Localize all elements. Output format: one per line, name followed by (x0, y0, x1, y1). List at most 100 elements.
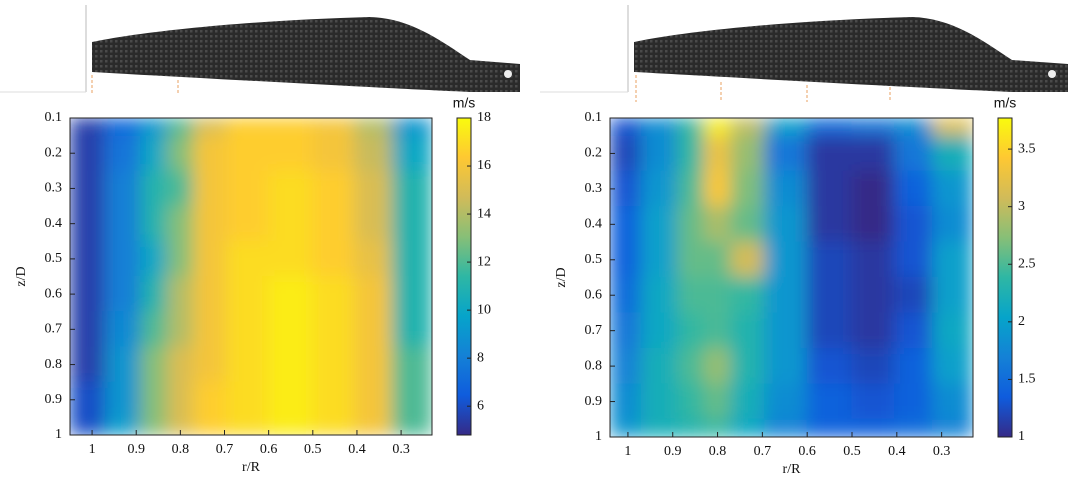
x-tick-label: 1 (624, 444, 631, 459)
heat-cell (193, 170, 228, 207)
heat-cell (640, 118, 678, 137)
heat-cell (104, 346, 142, 383)
colorbar-tick-label: 2.5 (1018, 256, 1036, 271)
heat-cell (312, 311, 356, 348)
heat-cell (894, 118, 934, 137)
heat-cell (104, 311, 142, 348)
heat-cell (703, 347, 732, 385)
heat-cell (391, 346, 432, 383)
heat-cell (640, 383, 678, 420)
heat-cell (894, 383, 934, 420)
heat-cell (932, 118, 973, 137)
heat-cell (140, 118, 168, 137)
heat-cell (640, 418, 678, 437)
heat-cell (226, 135, 270, 172)
heat-cell (676, 312, 705, 349)
heat-cell (104, 276, 142, 313)
heat-cell (610, 418, 642, 437)
y-axis-label: z/D (554, 267, 569, 287)
heat-cell (894, 312, 934, 349)
heat-cell (354, 240, 393, 277)
x-axis-label: r/R (783, 462, 802, 477)
colorbar-tick-label: 3.5 (1018, 141, 1036, 156)
colorbar-tick-label: 2 (1018, 314, 1025, 329)
heat-cell (610, 170, 642, 208)
propeller-image (0, 5, 520, 95)
y-tick-label: 0.1 (585, 110, 603, 125)
heat-cell (806, 241, 853, 278)
heat-cell (226, 311, 270, 348)
heat-cell (703, 383, 732, 420)
y-tick-label: 0.4 (45, 216, 63, 231)
heat-cell (354, 311, 393, 348)
heat-cell (610, 277, 642, 314)
heat-cell (806, 206, 853, 243)
colorbar-label: m/s (453, 95, 476, 111)
heat-cell (764, 418, 808, 437)
x-tick-label: 0.3 (933, 444, 951, 459)
heat-cell (268, 381, 314, 418)
heat-cell (140, 346, 168, 383)
heat-cell (610, 118, 642, 137)
colorbar (997, 117, 1013, 438)
heat-cell (104, 381, 142, 418)
heat-cell (166, 346, 195, 383)
heat-cell (730, 241, 766, 278)
y-tick-label: 0.3 (45, 181, 63, 196)
heat-cell (851, 170, 896, 208)
x-tick-label: 0.9 (127, 442, 145, 457)
x-tick-label: 0.8 (172, 442, 190, 457)
colorbar-label: m/s (994, 95, 1017, 111)
heat-cell (676, 206, 705, 243)
axes-frame (609, 117, 974, 438)
y-tick-label: 0.2 (585, 146, 603, 161)
heat-cell (354, 118, 393, 137)
x-tick-label: 0.6 (260, 442, 278, 457)
propeller-image (540, 5, 1068, 102)
heat-cell (226, 118, 270, 137)
heat-cell (312, 240, 356, 277)
heat-cell (640, 170, 678, 208)
heat-cell (391, 135, 432, 172)
y-tick-label: 0.9 (45, 392, 63, 407)
x-tick-label: 0.4 (348, 442, 366, 457)
x-tick-label: 0.9 (664, 444, 682, 459)
x-tick-label: 1 (89, 442, 96, 457)
heat-cell (104, 416, 142, 435)
colorbar-tick-label: 1.5 (1018, 372, 1036, 387)
heat-cell (193, 346, 228, 383)
heat-cell (166, 205, 195, 242)
heat-cell (764, 135, 808, 172)
heat-cell (104, 135, 142, 172)
colorbar-tick-label: 3 (1018, 199, 1025, 214)
y-tick-label: 0.3 (585, 181, 603, 196)
heat-cell (932, 347, 973, 385)
heat-cell (104, 170, 142, 207)
colorbar-tick-label: 18 (477, 110, 491, 125)
heat-cell (640, 206, 678, 243)
heat-cell (676, 383, 705, 420)
heat-cell (730, 383, 766, 420)
x-tick-label: 0.6 (798, 444, 816, 459)
heat-cell (166, 381, 195, 418)
heat-cell (703, 241, 732, 278)
heat-cell (268, 346, 314, 383)
heat-cell (312, 135, 356, 172)
heat-cell (806, 118, 853, 137)
heat-cell (312, 381, 356, 418)
heat-cell (166, 135, 195, 172)
heat-cell (140, 135, 168, 172)
y-tick-label: 0.8 (585, 358, 603, 373)
heat-cell (391, 240, 432, 277)
heat-cell (764, 241, 808, 278)
heat-cell (932, 170, 973, 208)
plot-area (610, 118, 973, 437)
y-tick-label: 0.4 (585, 217, 603, 232)
heat-cell (166, 240, 195, 277)
x-tick-label: 0.5 (304, 442, 322, 457)
heat-cell (703, 418, 732, 437)
heat-cell (70, 135, 106, 172)
heat-cell (894, 241, 934, 278)
colorbar-tick-label: 8 (477, 350, 484, 365)
heat-cell (640, 135, 678, 172)
